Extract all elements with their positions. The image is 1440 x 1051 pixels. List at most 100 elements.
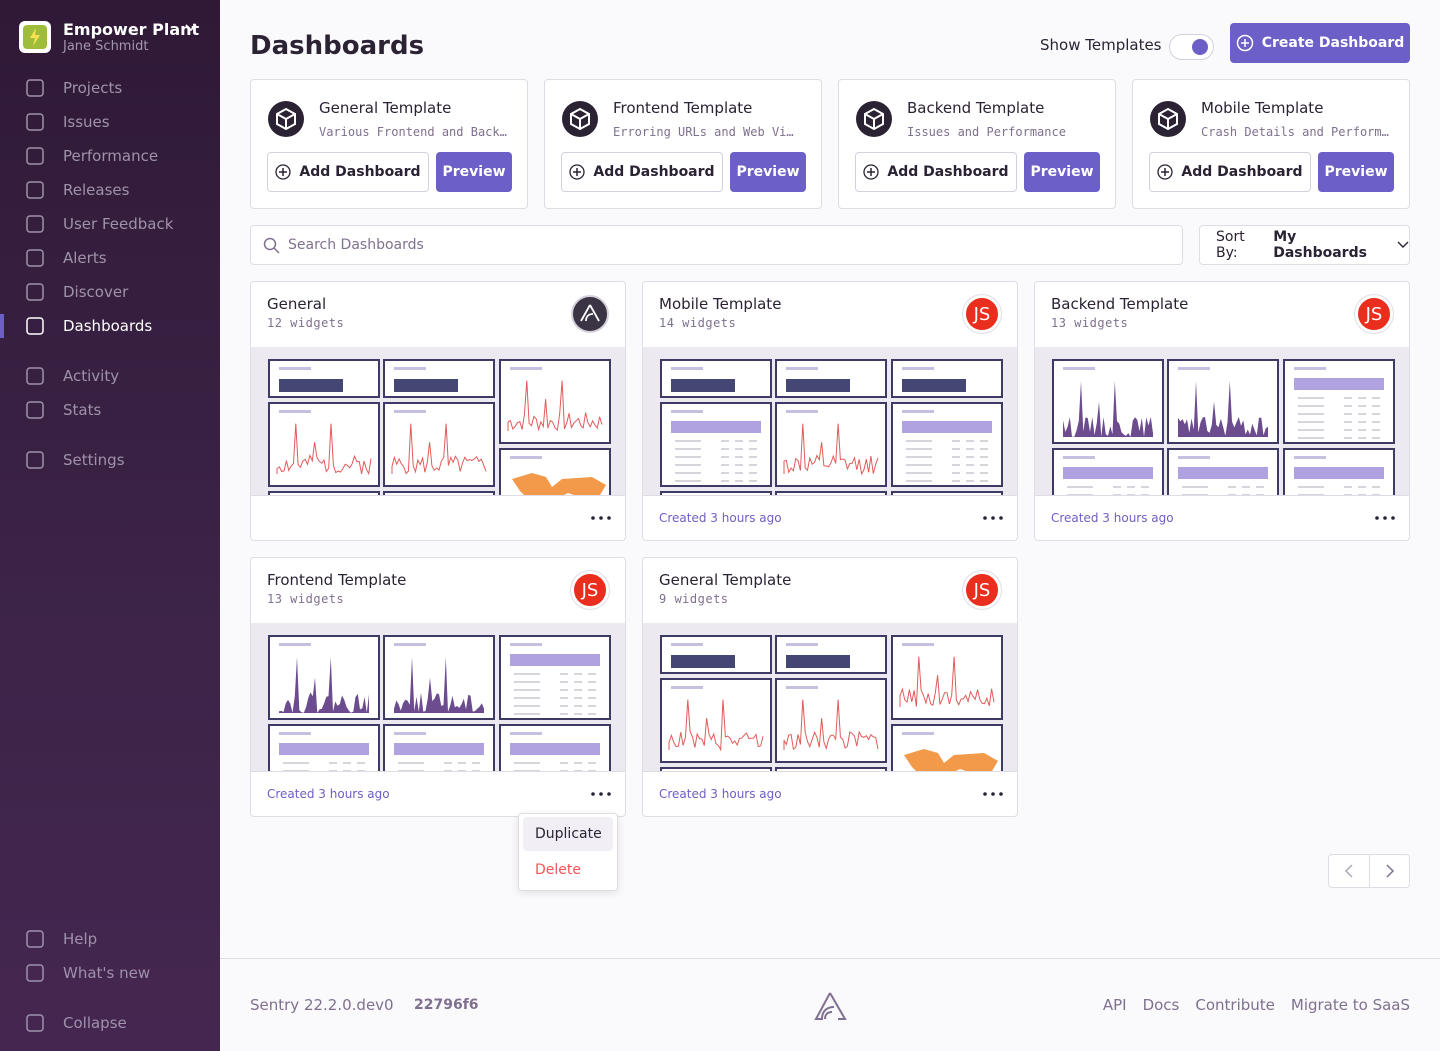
- create-dashboard-button[interactable]: Create Dashboard: [1230, 23, 1410, 63]
- template-description: Issues and Performance: [907, 125, 1066, 139]
- dashboard-thumbnail: [251, 623, 625, 771]
- org-name[interactable]: Empower Plant: [63, 20, 200, 39]
- nav-item[interactable]: Settings: [24, 448, 125, 472]
- widget-title-bar: [510, 456, 542, 459]
- footer-link[interactable]: Migrate to SaaS: [1290, 996, 1410, 1014]
- widget-area: [1063, 381, 1153, 437]
- search-box[interactable]: Search Dashboards: [250, 225, 1183, 265]
- widget-frame: [660, 402, 772, 487]
- search-icon: [263, 237, 280, 254]
- dashboard-thumbnail: [643, 623, 1017, 771]
- more-menu[interactable]: [1373, 512, 1397, 524]
- widget-frame: [268, 491, 380, 495]
- nav-label: Help: [63, 930, 98, 948]
- nav-item[interactable]: Discover: [24, 280, 128, 304]
- nav-item[interactable]: Alerts: [24, 246, 107, 270]
- footer-link[interactable]: Docs: [1142, 996, 1180, 1014]
- template-name: Mobile Template: [1201, 99, 1324, 117]
- dashboard-card[interactable]: Backend Template 13 widgets JS Created 3 ho…: [1034, 281, 1410, 541]
- more-menu[interactable]: [981, 788, 1005, 800]
- menu-delete[interactable]: Delete: [535, 862, 581, 878]
- widget-map: [904, 749, 998, 771]
- menu-duplicate[interactable]: Duplicate: [523, 817, 613, 851]
- more-menu[interactable]: [589, 512, 613, 524]
- nav-item[interactable]: Help: [24, 927, 97, 951]
- nav-icon-shape: [26, 181, 44, 199]
- nav-icon-shape: [26, 451, 44, 469]
- footer-commit: 22796f6: [414, 997, 479, 1013]
- nav-item[interactable]: Performance: [24, 144, 158, 168]
- widget-frame: [660, 491, 772, 495]
- nav-item[interactable]: Collapse: [24, 1011, 127, 1035]
- footer-link[interactable]: Contribute: [1195, 996, 1275, 1014]
- preview-button[interactable]: Preview: [730, 152, 806, 192]
- template-card: Frontend Template Erroring URLs and Web V…: [544, 79, 822, 209]
- widget-bignumber: [902, 379, 966, 392]
- widget-title-bar: [510, 643, 542, 646]
- add-dashboard-button[interactable]: Add Dashboard: [1149, 152, 1311, 192]
- nav-item[interactable]: Dashboards: [24, 314, 152, 338]
- created-date: Created 3 hours ago: [659, 787, 782, 801]
- dashboard-card[interactable]: General 12 widgets: [250, 281, 626, 541]
- thumbnail-divider: [1035, 495, 1409, 496]
- dashboard-thumbnail: [643, 347, 1017, 495]
- nav-item[interactable]: What's new: [24, 961, 150, 985]
- nav-label: Projects: [63, 79, 123, 97]
- sort-dropdown[interactable]: Sort By: My Dashboards: [1199, 225, 1410, 265]
- add-dashboard-button[interactable]: Add Dashboard: [855, 152, 1017, 192]
- nav-icon-shape: [26, 964, 44, 982]
- footer-link[interactable]: API: [1102, 996, 1127, 1014]
- more-menu[interactable]: [981, 512, 1005, 524]
- widget-table-head: [279, 743, 369, 755]
- widget-bignumber: [279, 379, 343, 392]
- nav-icon-shape: [26, 317, 44, 335]
- toggle[interactable]: [1169, 34, 1214, 60]
- widget-frame: [775, 678, 887, 763]
- create-dashboard-label: Create Dashboard: [1261, 35, 1405, 51]
- widget-frame: [775, 491, 887, 495]
- more-dot: [599, 792, 603, 796]
- template-card: Mobile Template Crash Details and Perform…: [1132, 79, 1410, 209]
- widget-line: [668, 699, 764, 752]
- widget-line: [783, 423, 879, 476]
- nav-item[interactable]: Stats: [24, 398, 101, 422]
- dashboard-card[interactable]: General Template 9 widgets JS Created 3 hou…: [642, 557, 1018, 817]
- page-title: Dashboards: [250, 31, 425, 61]
- next-page[interactable]: [1369, 854, 1410, 888]
- nav-item[interactable]: Releases: [24, 178, 129, 202]
- prev-page[interactable]: [1328, 854, 1370, 888]
- add-dashboard-button[interactable]: Add Dashboard: [561, 152, 723, 192]
- widget-bignumber: [786, 655, 850, 668]
- preview-button[interactable]: Preview: [436, 152, 512, 192]
- footer-links: API Docs Contribute Migrate to SaaS: [1087, 996, 1410, 1014]
- preview-button[interactable]: Preview: [1024, 152, 1100, 192]
- widget-title-bar: [1178, 367, 1210, 370]
- nav-label: Dashboards: [63, 317, 153, 335]
- widget-frame: [775, 767, 887, 771]
- footer-logo: [814, 992, 847, 1020]
- nav-item[interactable]: User Feedback: [24, 212, 173, 236]
- org-chevron[interactable]: [184, 23, 198, 33]
- thumbnail-divider: [251, 495, 625, 496]
- preview-button[interactable]: Preview: [1318, 152, 1394, 192]
- widget-title-bar: [786, 367, 818, 370]
- dashboard-card[interactable]: Frontend Template 13 widgets JS Created 3 h…: [250, 557, 626, 817]
- dashboard-card[interactable]: Mobile Template 14 widgets JS Created 3 hou…: [642, 281, 1018, 541]
- widget-title-bar: [279, 732, 311, 735]
- dashboard-widget-count: 12 widgets: [267, 316, 345, 330]
- more-dot: [983, 516, 987, 520]
- nav-item[interactable]: Issues: [24, 110, 110, 134]
- template-description: Erroring URLs and Web Vi…: [613, 125, 794, 139]
- nav-item[interactable]: Projects: [24, 76, 122, 100]
- nav-icon: [26, 283, 44, 301]
- template-icon: [856, 101, 892, 137]
- user-name: Jane Schmidt: [63, 39, 149, 54]
- more-menu[interactable]: [589, 788, 613, 800]
- nav-item[interactable]: Activity: [24, 364, 119, 388]
- add-dashboard-label: Add Dashboard: [593, 164, 715, 180]
- created-date: Created 3 hours ago: [267, 787, 390, 801]
- nav-icon-shape: [26, 930, 44, 948]
- widget-frame: [383, 491, 495, 495]
- add-dashboard-button[interactable]: Add Dashboard: [267, 152, 429, 192]
